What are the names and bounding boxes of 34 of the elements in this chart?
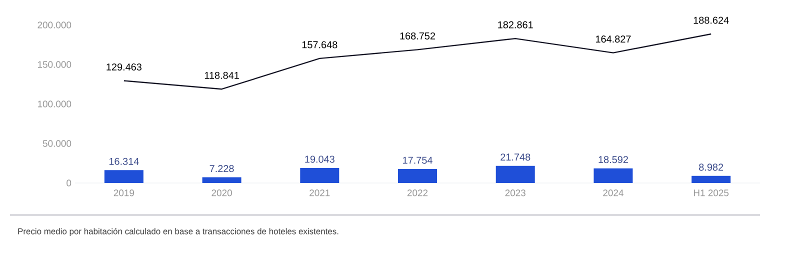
data-label: 157.648	[302, 41, 338, 48]
data-label: 168.752	[400, 32, 436, 40]
y-tick-label: 200.000	[38, 22, 72, 28]
y-tick-label: 100.000	[38, 100, 72, 108]
data-label: 8.982	[699, 164, 724, 171]
x-tick-label: 2024	[603, 190, 624, 196]
data-label: 21.748	[500, 154, 530, 161]
x-tick-label: H1 2025	[694, 190, 729, 196]
bar	[594, 168, 633, 183]
text: Precio medio por habitación calculado en base a transacciones de hoteles existentes.	[18, 228, 338, 236]
x-tick-label: 2021	[310, 190, 330, 196]
data-label: 182.861	[498, 21, 533, 28]
y-tick-label: 50.000	[42, 140, 72, 147]
bar	[398, 168, 438, 183]
bar	[104, 170, 144, 183]
data-label: 7.228	[210, 165, 234, 172]
bar	[496, 166, 535, 183]
data-label: 16.314	[109, 158, 139, 165]
bar	[300, 168, 340, 183]
x-tick-label: 2019	[114, 190, 134, 196]
y-tick-label: 0	[66, 180, 72, 186]
x-tick-label: 2022	[407, 190, 428, 196]
data-label: 17.754	[403, 156, 432, 164]
y-tick-label: 150.000	[38, 61, 72, 68]
data-label: 118.841	[204, 72, 239, 79]
x-tick-label: 2023	[505, 190, 526, 196]
x-tick-label: 2020	[212, 190, 232, 196]
bar	[692, 176, 731, 183]
data-label: 164.827	[596, 36, 631, 43]
data-label: 18.592	[598, 156, 628, 164]
data-label: 188.624	[694, 16, 729, 24]
data-label: 129.463	[106, 63, 142, 71]
bar	[202, 177, 242, 183]
data-label: 19.043	[305, 156, 334, 163]
